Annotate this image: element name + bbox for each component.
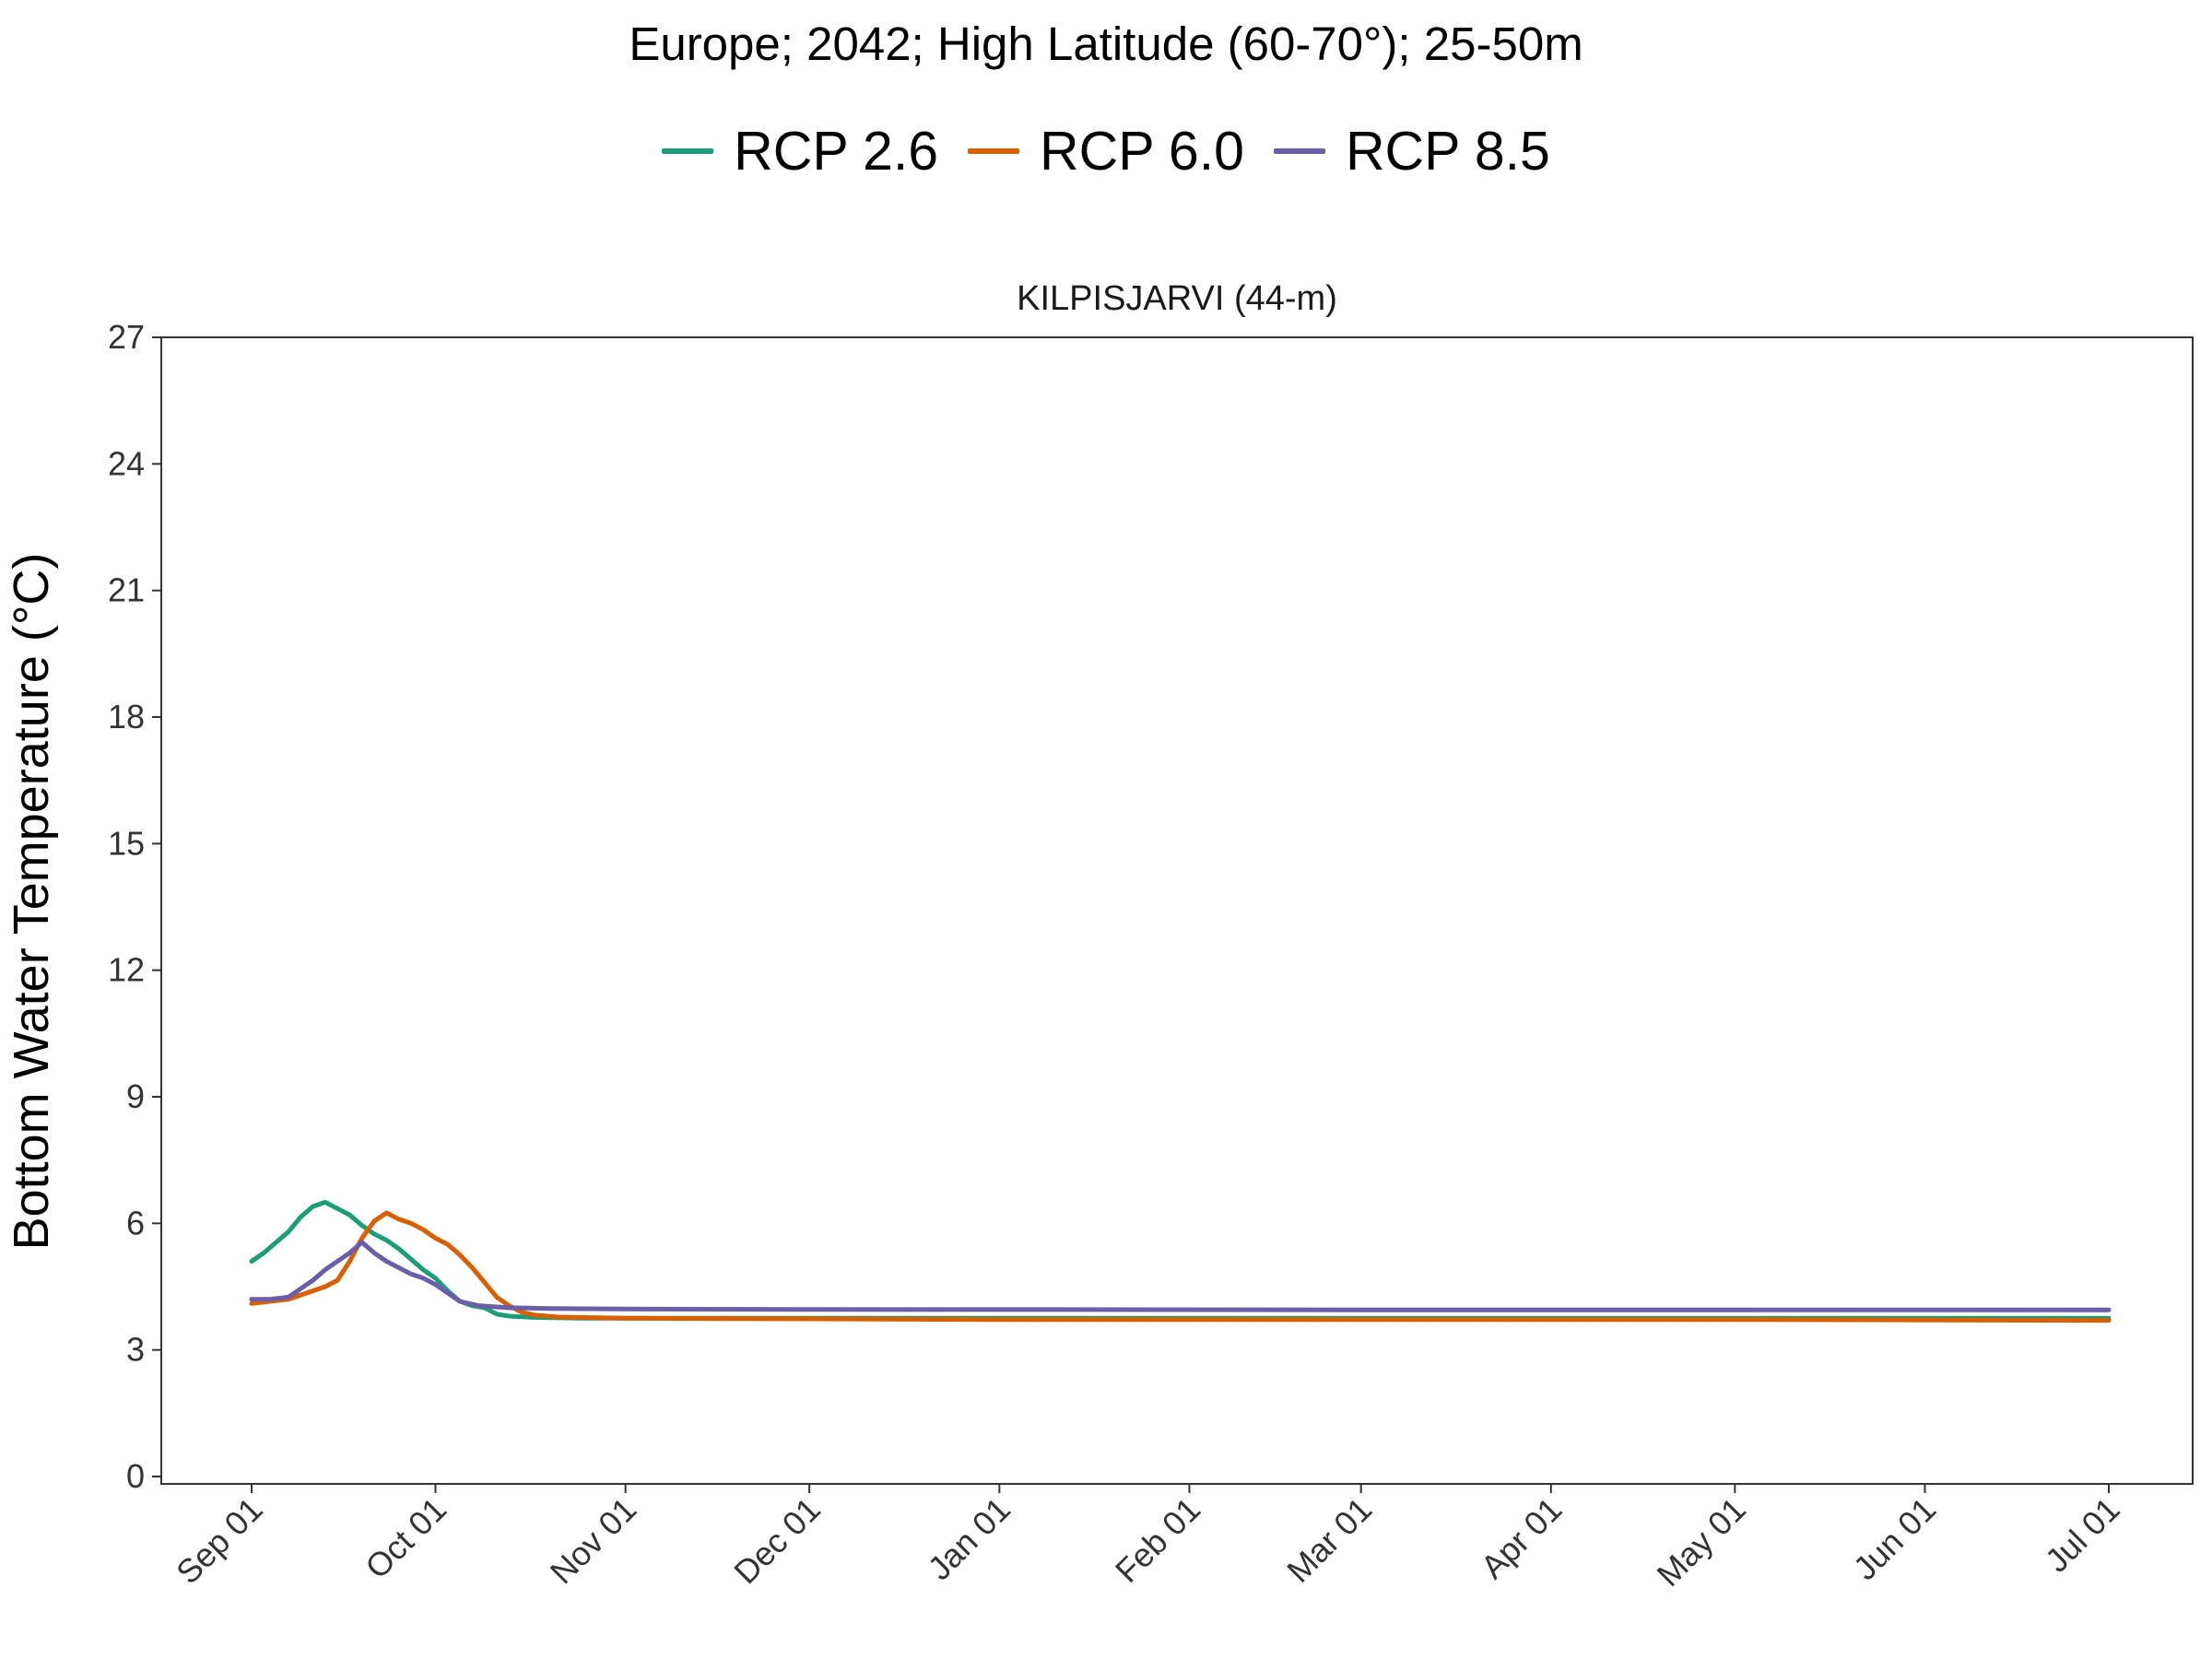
y-axis-title: Bottom Water Temperature (°C) [4,553,59,1251]
y-axis: 0 3 6 9 12 15 18 21 24 27 [108,318,161,1495]
plot-panel [160,336,2194,1485]
x-tick-label: Jul 01 [2038,1490,2127,1580]
y-tick-label: 18 [108,698,145,735]
y-tick-label: 3 [126,1331,145,1369]
y-tick-label: 15 [108,824,145,862]
x-tick-label: Oct 01 [358,1490,453,1586]
x-tick-label: Jan 01 [921,1490,1018,1587]
series-line-rcp-2-6 [249,1199,2112,1321]
legend: RCP 2.6 RCP 6.0 RCP 8.5 [0,120,2212,182]
x-tick-label: Apr 01 [1473,1490,1569,1586]
x-tick-label: Nov 01 [543,1490,644,1592]
panel-title: KILPISJARVI (44-m) [1017,279,1337,318]
y-tick-label: 0 [126,1457,145,1495]
legend-item-rcp85: RCP 8.5 [1273,120,1550,182]
x-tick-label: Sep 01 [169,1490,270,1592]
y-tick-label: 9 [126,1077,145,1115]
legend-label-rcp85: RCP 8.5 [1345,121,1550,182]
legend-key-rcp26 [662,148,714,154]
y-tick-label: 21 [108,571,145,609]
legend-key-rcp85 [1273,148,1325,154]
x-tick-label: Mar 01 [1279,1490,1379,1590]
x-tick-label: Dec 01 [726,1490,828,1592]
x-axis: Sep 01 Oct 01 Nov 01 Dec 01 Jan 01 Feb 01 Mar … [169,1484,2127,1594]
legend-key-rcp60 [968,148,1020,154]
x-tick-label: May 01 [1650,1490,1753,1594]
chart-title: Europe; 2042; High Latitude (60-70°); 25… [629,18,1583,70]
x-tick-label: Feb 01 [1108,1490,1207,1590]
series-line-rcp-8-5 [249,1240,2112,1312]
y-tick-label: 24 [108,444,145,482]
x-tick-label: Jun 01 [1846,1490,1943,1587]
series-layer [249,1199,2112,1324]
y-tick-label: 6 [126,1204,145,1241]
legend-item-rcp60: RCP 6.0 [968,120,1244,182]
legend-label-rcp60: RCP 6.0 [1040,121,1244,182]
y-tick-label: 12 [108,951,145,989]
series-line-rcp-6-0 [249,1210,2112,1324]
legend-item-rcp26: RCP 2.6 [662,120,938,182]
y-tick-label: 27 [108,318,145,356]
legend-label-rcp26: RCP 2.6 [734,121,939,182]
